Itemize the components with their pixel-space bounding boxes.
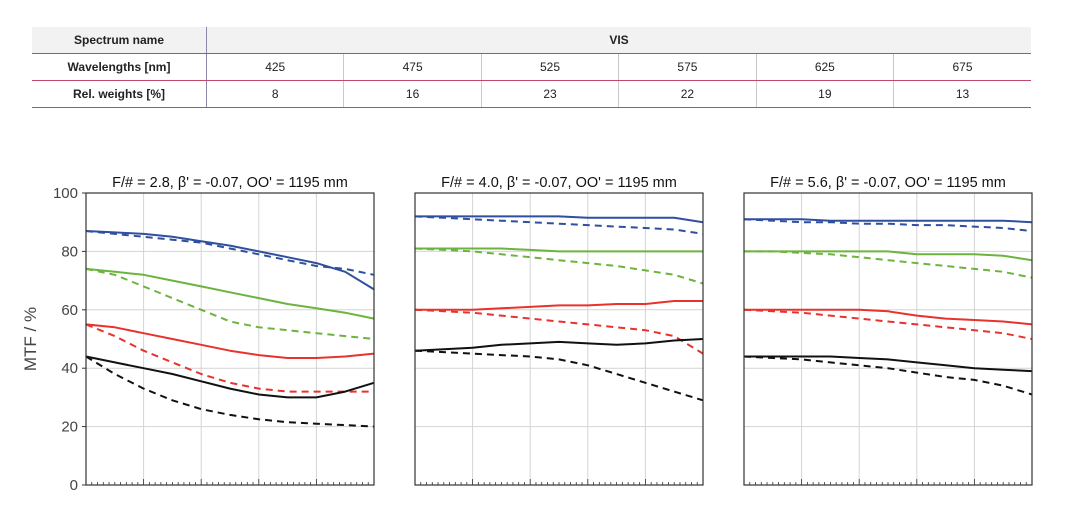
- y-tick-label: 60: [61, 302, 78, 319]
- wavelength-cell: 475: [343, 53, 482, 81]
- mtf-curve-red-solid: [415, 300, 703, 311]
- mtf-curve-black-solid: [744, 355, 1033, 373]
- chart-title: F/# = 4.0, β' = -0.07, OO' = 1195 mm: [441, 175, 677, 191]
- wavelength-cell: 625: [756, 53, 895, 81]
- wavelength-cell: 675: [893, 53, 1031, 81]
- wavelength-cell: 575: [618, 53, 757, 81]
- mtf-curve-green-solid: [415, 247, 703, 253]
- chart-title: F/# = 2.8, β' = -0.07, OO' = 1195 mm: [112, 175, 348, 191]
- mtf-curve-green-dashed: [414, 247, 704, 285]
- mtf-curve-red-solid: [744, 308, 1033, 326]
- wavelengths-label: Wavelengths [nm]: [32, 53, 207, 81]
- mtf-curve-red-dashed: [414, 308, 704, 355]
- mtf-curve-green-dashed: [744, 250, 1033, 279]
- mtf-curve-green-solid: [85, 267, 375, 320]
- weights-row: Rel. weights [%] 8 16 23 22 19 13: [32, 80, 1031, 108]
- spectrum-name-label: Spectrum name: [32, 27, 207, 54]
- y-tick-label: 0: [70, 477, 78, 494]
- plot-frame: [743, 192, 1033, 486]
- wavelength-cell: 525: [481, 53, 620, 81]
- plot-frame: [414, 192, 704, 486]
- weight-cell: 22: [618, 80, 757, 108]
- mtf-curve-red-dashed: [743, 308, 1033, 340]
- mtf-curve-black-solid: [85, 355, 375, 399]
- y-tick-label: 40: [61, 360, 78, 377]
- y-tick-label: 100: [53, 185, 78, 202]
- mtf-curve-blue-solid: [85, 230, 375, 291]
- mtf-charts: F/# = 2.8, β' = -0.07, OO' = 1195 mm 0 20 4…: [21, 175, 1033, 494]
- weights-label: Rel. weights [%]: [32, 80, 207, 108]
- mtf-curve-blue-solid: [744, 218, 1033, 224]
- mtf-curve-green-dashed: [85, 267, 375, 340]
- mtf-curve-black-dashed: [743, 355, 1033, 396]
- mtf-curve-black-dashed: [414, 349, 704, 402]
- spectrum-row: Spectrum name VIS: [32, 27, 1031, 54]
- weight-cell: 19: [756, 80, 895, 108]
- mtf-curve-blue-dashed: [743, 218, 1033, 232]
- y-tick-label: 20: [61, 419, 78, 436]
- mtf-curve-blue-solid: [415, 215, 704, 224]
- y-tick-label: 80: [61, 243, 78, 260]
- wavelengths-row: Wavelengths [nm] 425 475 525 575 625 675: [32, 53, 1031, 81]
- spectrum-name-value: VIS: [206, 27, 1031, 54]
- mtf-curve-blue-dashed: [85, 230, 375, 276]
- y-axis-label: MTF / %: [21, 307, 40, 371]
- spectrum-table: Spectrum name VIS Wavelengths [nm] 425 4…: [32, 27, 1031, 108]
- mtf-curve-black-dashed: [85, 355, 375, 428]
- mtf-curve-blue-dashed: [414, 215, 704, 235]
- mtf-curve-black-solid: [414, 338, 704, 352]
- weight-cell: 23: [481, 80, 620, 108]
- mtf-curve-red-dashed: [85, 323, 374, 393]
- plot-frame: [85, 192, 375, 486]
- weight-cell: 8: [206, 80, 345, 108]
- mtf-curve-red-solid: [85, 323, 375, 359]
- weight-cell: 16: [343, 80, 482, 108]
- mtf-curve-green-solid: [744, 250, 1033, 262]
- weight-cell: 13: [893, 80, 1031, 108]
- chart-title: F/# = 5.6, β' = -0.07, OO' = 1195 mm: [770, 175, 1006, 191]
- wavelength-cell: 425: [206, 53, 345, 81]
